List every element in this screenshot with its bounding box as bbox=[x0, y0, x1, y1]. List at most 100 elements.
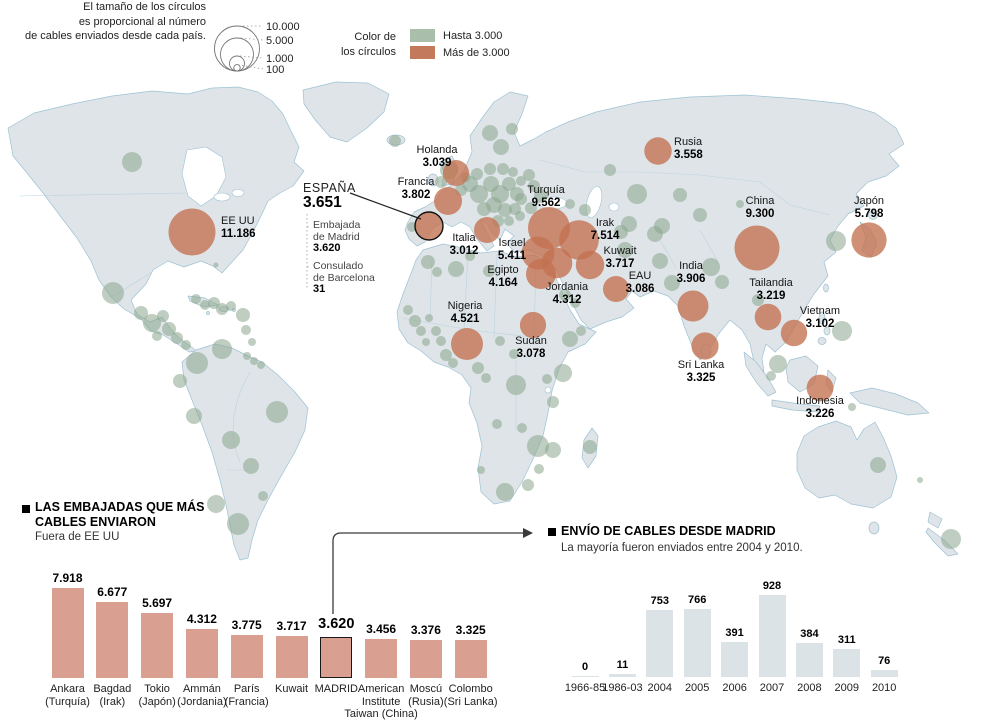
madrid-bar-label-6: 2008 bbox=[797, 682, 822, 694]
left-chart-title: LAS EMBAJADAS QUE MÁS CABLES ENVIARON bbox=[35, 500, 205, 529]
embassy-bar-value-4: 3.775 bbox=[231, 618, 262, 633]
embassy-bar-label-6: MADRID bbox=[314, 683, 358, 695]
embassy-bar-3 bbox=[185, 629, 218, 678]
color-label-red: Más de 3.000 bbox=[443, 47, 510, 59]
country-bubble-small bbox=[243, 352, 251, 360]
country-bubble-small bbox=[527, 435, 549, 457]
madrid-bar-value-7: 311 bbox=[837, 634, 856, 647]
country-bubble-small bbox=[436, 336, 446, 346]
philippines-mindanao bbox=[817, 337, 827, 345]
country-bubble-eau bbox=[603, 276, 629, 302]
country-bubble-small bbox=[528, 180, 540, 192]
embassy-bar-value-7: 3.456 bbox=[366, 621, 397, 636]
country-bubble-irak bbox=[559, 220, 599, 260]
country-bubble-small bbox=[258, 491, 268, 501]
madrid-bar-7 bbox=[833, 649, 861, 677]
embassy-bar-value-3: 4.312 bbox=[186, 612, 217, 626]
aral-sea bbox=[608, 202, 620, 212]
color-swatch-red bbox=[410, 46, 435, 59]
country-bubble-jordania bbox=[541, 247, 573, 279]
country-bubble-small bbox=[504, 216, 514, 226]
country-bubble-small bbox=[523, 169, 535, 181]
country-bubble-small bbox=[266, 401, 288, 423]
embassy-bar-label-7: American Institute Taiwan (China) bbox=[344, 683, 418, 720]
sumatra bbox=[743, 351, 777, 397]
madrid-bar-5 bbox=[758, 594, 786, 677]
country-bubble-small bbox=[470, 185, 488, 203]
country-bubble-kuwait bbox=[575, 250, 605, 280]
country-bubble-small bbox=[545, 442, 561, 458]
country-bubble-tailandia bbox=[754, 303, 782, 331]
country-bubble-small bbox=[515, 193, 527, 205]
size-tick-1000: 1.000 bbox=[266, 53, 294, 65]
embassy-bar-5 bbox=[275, 635, 308, 678]
madrid-bar-value-4: 391 bbox=[725, 627, 744, 640]
continent-north-america bbox=[7, 86, 305, 353]
country-bubble-small bbox=[431, 326, 441, 336]
country-bubble-small bbox=[216, 303, 228, 315]
country-bubble-china bbox=[734, 225, 780, 271]
lake-victoria bbox=[544, 386, 552, 394]
country-bubble-small bbox=[152, 331, 162, 341]
madrid-bar-value-3: 766 bbox=[688, 594, 707, 607]
country-bubble-small bbox=[134, 306, 148, 320]
embassy-bar-value-5: 3.717 bbox=[276, 618, 307, 633]
country-bubble-sudan bbox=[519, 311, 547, 339]
country-bubble-small bbox=[482, 125, 498, 141]
country-bubble-indonesia bbox=[806, 374, 834, 402]
country-bubble-small bbox=[693, 208, 707, 222]
country-bubble-small bbox=[522, 479, 534, 491]
embassy-bar-value-9: 3.325 bbox=[455, 623, 486, 638]
country-bubble-small bbox=[157, 310, 169, 322]
arrowhead-icon bbox=[523, 528, 533, 538]
taiwan bbox=[823, 283, 829, 293]
country-bubble-small bbox=[917, 477, 923, 483]
country-bubble-small bbox=[647, 226, 663, 242]
jamaica bbox=[206, 311, 210, 315]
spain-annotation-value: 3.651 bbox=[303, 194, 342, 211]
embassy-bar-value-2: 5.697 bbox=[142, 596, 173, 611]
country-bubble-small bbox=[576, 326, 586, 336]
country-bubble-small bbox=[448, 358, 458, 368]
country-bubble-small bbox=[604, 164, 616, 176]
size-legend-caption: El tamaño de los círculos es proporciona… bbox=[24, 1, 206, 42]
country-bubble-small bbox=[222, 431, 240, 449]
philippines-visayas bbox=[823, 326, 831, 336]
country-bubble-small bbox=[496, 483, 514, 501]
new-zealand-north bbox=[927, 511, 943, 529]
embassy-bar-9 bbox=[454, 640, 487, 678]
country-bubble-japon bbox=[851, 222, 887, 258]
country-bubble-small bbox=[492, 419, 502, 429]
country-bubble-small bbox=[173, 374, 187, 388]
country-bubble-small bbox=[848, 403, 856, 411]
country-bubble-small bbox=[122, 152, 142, 172]
japan-hokkaido bbox=[868, 210, 878, 220]
embassy-bar-4 bbox=[230, 635, 263, 678]
spain-annotation-country: ESPAÑA bbox=[303, 181, 356, 195]
spain-annotation-madrid: Embajada de Madrid 3.620 bbox=[313, 219, 361, 254]
madrid-bar-8 bbox=[870, 670, 898, 677]
country-bubble-small bbox=[715, 275, 729, 289]
size-tick-10000: 10.000 bbox=[266, 21, 300, 33]
java bbox=[771, 399, 821, 413]
country-bubble-espana bbox=[414, 211, 444, 241]
embassy-bar-label-0: Ankara (Turquía) bbox=[45, 683, 90, 708]
embassy-bar-label-2: Tokio (Japón) bbox=[138, 683, 176, 708]
country-bubble-small bbox=[416, 326, 426, 336]
country-bubble-small bbox=[102, 282, 124, 304]
madrid-bar-label-7: 2009 bbox=[834, 682, 860, 694]
country-bubble-small bbox=[570, 298, 580, 308]
country-bubble-small bbox=[191, 294, 201, 304]
country-bubble-small bbox=[422, 338, 430, 346]
country-bubble-small bbox=[248, 338, 256, 346]
embassy-bar-1 bbox=[96, 602, 129, 678]
country-bubble-small bbox=[162, 322, 176, 336]
country-bubble-small bbox=[579, 204, 591, 216]
madrid-bar-label-5: 2007 bbox=[759, 682, 785, 694]
embassy-bar-label-5: Kuwait bbox=[274, 683, 309, 695]
country-bubble-small bbox=[583, 440, 597, 454]
embassy-bar-label-8: Moscú (Rusia) bbox=[408, 683, 444, 708]
country-bubble-italia bbox=[474, 217, 500, 243]
madrid-bar-value-0: 0 bbox=[581, 661, 589, 673]
country-bubble-small bbox=[207, 495, 225, 513]
